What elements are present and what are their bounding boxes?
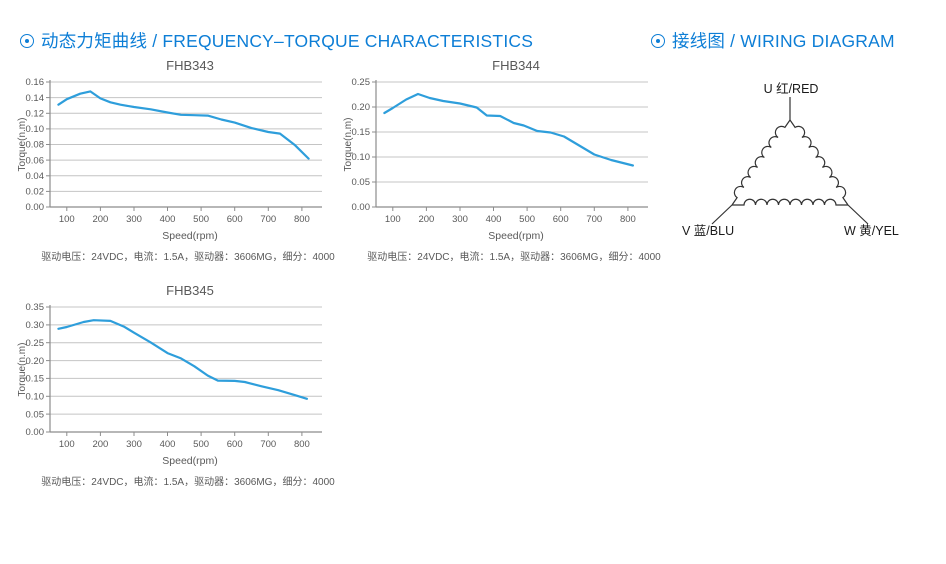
svg-text:0.05: 0.05 bbox=[352, 177, 371, 188]
chart-title: FHB343 bbox=[166, 58, 214, 73]
svg-text:400: 400 bbox=[160, 214, 176, 225]
chart-caption: 驱动电压：24VDC，电流：1.5A，驱动器：3606MG，细分：4000 bbox=[41, 477, 335, 488]
torque-chart-fhb344: FHB344 0.00 0.05 0.10 0.15 0.20 0.25 100 200 300… bbox=[342, 57, 662, 263]
x-axis-label: Speed(rpm) bbox=[162, 455, 218, 467]
chart-title: FHB345 bbox=[166, 283, 214, 298]
svg-text:500: 500 bbox=[193, 214, 209, 225]
svg-text:400: 400 bbox=[160, 439, 176, 450]
svg-text:600: 600 bbox=[227, 214, 243, 225]
svg-text:0.20: 0.20 bbox=[26, 356, 45, 367]
svg-text:0.06: 0.06 bbox=[26, 155, 45, 166]
delta-wiring-diagram: U 红/RED V 蓝/BLU W 黄/YEL bbox=[682, 81, 899, 238]
torque-plot: 0.00 0.05 0.10 0.15 0.20 0.25 100 200 300 400 500 6… bbox=[343, 77, 648, 225]
phase-label-u: U 红/RED bbox=[764, 81, 819, 96]
svg-text:300: 300 bbox=[126, 214, 142, 225]
svg-text:0.00: 0.00 bbox=[26, 202, 45, 213]
section-header-wiring: 接线图 / WIRING DIAGRAM bbox=[651, 28, 895, 53]
svg-text:300: 300 bbox=[126, 439, 142, 450]
svg-text:500: 500 bbox=[193, 439, 209, 450]
torque-chart-fhb345: FHB345 0.00 0.05 0.10 0.15 0.20 0.25 0.30 0.35 1… bbox=[16, 282, 336, 488]
svg-text:0.25: 0.25 bbox=[352, 77, 371, 88]
circle-dot-icon bbox=[20, 33, 34, 48]
circle-dot-icon bbox=[651, 33, 665, 48]
svg-text:100: 100 bbox=[59, 214, 75, 225]
winding-coils bbox=[711, 97, 869, 225]
phase-label-v: V 蓝/BLU bbox=[682, 224, 734, 238]
svg-text:0.00: 0.00 bbox=[352, 202, 371, 213]
svg-text:200: 200 bbox=[418, 214, 434, 225]
svg-text:0.35: 0.35 bbox=[26, 302, 45, 313]
svg-text:0.25: 0.25 bbox=[26, 338, 45, 349]
svg-text:600: 600 bbox=[227, 439, 243, 450]
section-title: 动态力矩曲线 / FREQUENCY–TORQUE CHARACTERISTIC… bbox=[41, 31, 534, 51]
svg-text:0.14: 0.14 bbox=[26, 93, 45, 104]
svg-text:300: 300 bbox=[452, 214, 468, 225]
svg-text:0.12: 0.12 bbox=[26, 109, 45, 120]
svg-text:0.15: 0.15 bbox=[26, 374, 45, 385]
svg-text:0.10: 0.10 bbox=[26, 392, 45, 403]
svg-text:600: 600 bbox=[553, 214, 569, 225]
svg-text:0.02: 0.02 bbox=[26, 187, 45, 198]
svg-text:500: 500 bbox=[519, 214, 535, 225]
svg-text:700: 700 bbox=[260, 439, 276, 450]
section-title: 接线图 / WIRING DIAGRAM bbox=[672, 31, 895, 51]
svg-text:Torque(n.m): Torque(n.m) bbox=[343, 118, 354, 172]
svg-text:0.16: 0.16 bbox=[26, 77, 45, 88]
svg-text:0.00: 0.00 bbox=[26, 427, 45, 438]
svg-text:800: 800 bbox=[294, 214, 310, 225]
chart-caption: 驱动电压：24VDC，电流：1.5A，驱动器：3606MG，细分：4000 bbox=[41, 252, 335, 263]
section-header-torque: 动态力矩曲线 / FREQUENCY–TORQUE CHARACTERISTIC… bbox=[20, 28, 533, 53]
svg-text:700: 700 bbox=[260, 214, 276, 225]
svg-text:Torque(n.m): Torque(n.m) bbox=[17, 118, 28, 172]
chart-title: FHB344 bbox=[492, 58, 540, 73]
torque-plot: 0.00 0.05 0.10 0.15 0.20 0.25 0.30 0.35 100 200 30… bbox=[17, 302, 322, 450]
svg-text:0.05: 0.05 bbox=[26, 409, 45, 420]
svg-text:0.08: 0.08 bbox=[26, 140, 45, 151]
torque-plot: 0.00 0.02 0.04 0.06 0.08 0.10 0.12 0.14 0.16 100 2… bbox=[17, 77, 322, 225]
svg-text:700: 700 bbox=[586, 214, 602, 225]
svg-text:800: 800 bbox=[620, 214, 636, 225]
x-axis-label: Speed(rpm) bbox=[162, 230, 218, 242]
svg-text:100: 100 bbox=[59, 439, 75, 450]
svg-text:200: 200 bbox=[92, 214, 108, 225]
svg-text:200: 200 bbox=[92, 439, 108, 450]
phase-label-w: W 黄/YEL bbox=[844, 224, 899, 238]
svg-text:Torque(n.m): Torque(n.m) bbox=[17, 343, 28, 397]
torque-chart-fhb343: FHB343 0.00 0.02 0.04 0.06 0.08 0.10 0.12 0.14 0… bbox=[16, 57, 336, 263]
svg-text:0.10: 0.10 bbox=[26, 124, 45, 135]
svg-text:800: 800 bbox=[294, 439, 310, 450]
svg-text:400: 400 bbox=[486, 214, 502, 225]
svg-text:0.20: 0.20 bbox=[352, 102, 371, 113]
svg-text:0.30: 0.30 bbox=[26, 320, 45, 331]
svg-text:100: 100 bbox=[385, 214, 401, 225]
chart-caption: 驱动电压：24VDC，电流：1.5A，驱动器：3606MG，细分：4000 bbox=[367, 252, 661, 263]
x-axis-label: Speed(rpm) bbox=[488, 230, 544, 242]
svg-text:0.04: 0.04 bbox=[26, 171, 45, 182]
svg-text:0.15: 0.15 bbox=[352, 127, 371, 138]
svg-text:0.10: 0.10 bbox=[352, 152, 371, 163]
